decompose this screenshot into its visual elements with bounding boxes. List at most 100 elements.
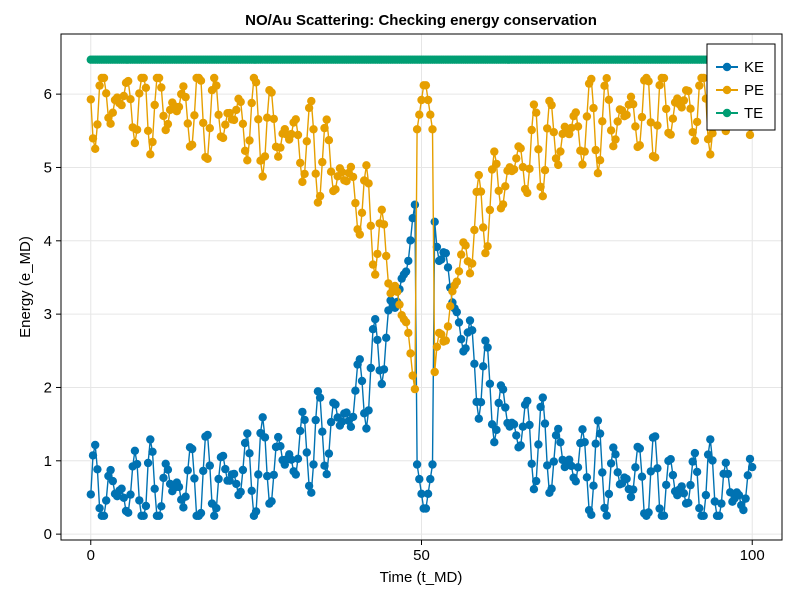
data-point-ke	[580, 438, 589, 447]
data-point-ke	[454, 318, 464, 327]
data-point-ke	[212, 504, 221, 513]
data-point-pe	[589, 103, 598, 113]
data-point-ke	[708, 456, 717, 465]
data-point-pe	[263, 113, 272, 122]
data-point-pe	[247, 98, 256, 108]
data-point-ke	[677, 482, 686, 491]
data-point-pe	[512, 154, 521, 163]
data-point-ke	[214, 474, 223, 484]
data-point-pe	[132, 125, 142, 134]
data-point-ke	[406, 236, 415, 245]
data-point-pe	[307, 96, 316, 106]
data-point-pe	[287, 129, 296, 139]
data-point-ke	[600, 503, 609, 513]
data-point-ke	[611, 450, 620, 459]
data-point-ke	[221, 464, 230, 474]
data-point-pe	[692, 117, 702, 127]
data-point-ke	[635, 444, 644, 453]
data-point-pe	[547, 100, 556, 110]
data-point-pe	[357, 208, 367, 217]
data-point-ke	[254, 470, 263, 479]
data-point-ke	[225, 476, 234, 485]
data-point-ke	[163, 465, 173, 474]
data-point-pe	[346, 162, 356, 172]
data-point-ke	[119, 493, 128, 502]
data-point-ke	[322, 470, 331, 479]
data-point-pe	[622, 110, 631, 120]
data-point-pe	[613, 117, 622, 126]
data-point-pe	[364, 179, 373, 188]
data-point-ke	[135, 496, 144, 505]
data-point-ke	[348, 412, 358, 422]
data-point-ke	[342, 408, 351, 417]
data-point-pe	[190, 111, 199, 120]
data-point-ke	[331, 400, 340, 409]
legend-marker-te	[722, 108, 732, 118]
data-point-ke	[483, 343, 492, 352]
data-point-pe	[529, 100, 539, 109]
data-point-pe	[549, 128, 558, 137]
data-point-pe	[258, 172, 267, 181]
y-tick-label: 4	[44, 233, 52, 250]
data-point-ke	[148, 447, 157, 456]
data-point-ke	[739, 505, 748, 515]
data-point-pe	[602, 74, 611, 83]
data-point-ke	[141, 501, 151, 511]
data-point-pe	[276, 143, 285, 152]
data-point-pe	[210, 73, 219, 83]
data-point-ke	[609, 443, 618, 452]
data-point-ke	[629, 485, 638, 494]
data-point-pe	[629, 100, 638, 109]
data-point-pe	[401, 318, 411, 327]
data-point-ke	[412, 460, 422, 469]
ticks: 0 50 100 0 1 2 3 4 5 6	[44, 86, 765, 564]
data-point-ke	[644, 508, 653, 517]
data-point-pe	[342, 177, 351, 186]
data-point-ke	[536, 402, 545, 412]
data-point-ke	[298, 407, 307, 417]
data-point-ke	[311, 415, 320, 425]
data-point-pe	[139, 73, 148, 83]
data-point-ke	[593, 416, 603, 425]
data-point-ke	[529, 485, 539, 494]
data-point-ke	[421, 504, 431, 513]
data-point-pe	[300, 169, 309, 179]
data-point-pe	[214, 110, 223, 120]
data-point-ke	[157, 502, 166, 511]
data-point-ke	[130, 446, 140, 455]
data-point-pe	[501, 182, 510, 191]
data-point-pe	[454, 267, 464, 276]
data-point-ke	[606, 459, 616, 468]
data-point-ke	[703, 450, 713, 459]
data-point-pe	[324, 136, 334, 145]
data-point-ke	[293, 454, 303, 463]
data-point-ke	[492, 425, 501, 435]
data-point-pe	[337, 168, 347, 177]
data-point-pe	[124, 76, 133, 86]
data-point-ke	[408, 214, 417, 223]
legend-label-ke: KE	[744, 59, 764, 76]
data-point-ke	[364, 406, 373, 415]
data-point-ke	[423, 489, 433, 498]
data-point-pe	[269, 114, 278, 124]
data-point-pe	[476, 187, 486, 196]
data-point-ke	[662, 480, 671, 490]
data-point-pe	[181, 92, 190, 102]
data-point-pe	[267, 88, 276, 97]
data-point-ke	[543, 461, 552, 470]
data-point-ke	[218, 451, 228, 461]
data-point-pe	[580, 147, 589, 156]
data-point-pe	[604, 95, 614, 105]
data-point-ke	[326, 417, 336, 427]
data-point-pe	[587, 74, 596, 84]
data-point-pe	[457, 250, 466, 259]
data-point-pe	[320, 123, 329, 133]
data-point-pe	[251, 78, 261, 87]
data-point-ke	[307, 488, 316, 497]
y-axis-label: Energy (e_MD)	[17, 236, 34, 338]
data-point-pe	[745, 130, 755, 140]
data-point-ke	[653, 464, 662, 473]
data-point-ke	[741, 494, 750, 503]
data-point-ke	[686, 480, 695, 490]
data-point-ke	[362, 424, 371, 433]
